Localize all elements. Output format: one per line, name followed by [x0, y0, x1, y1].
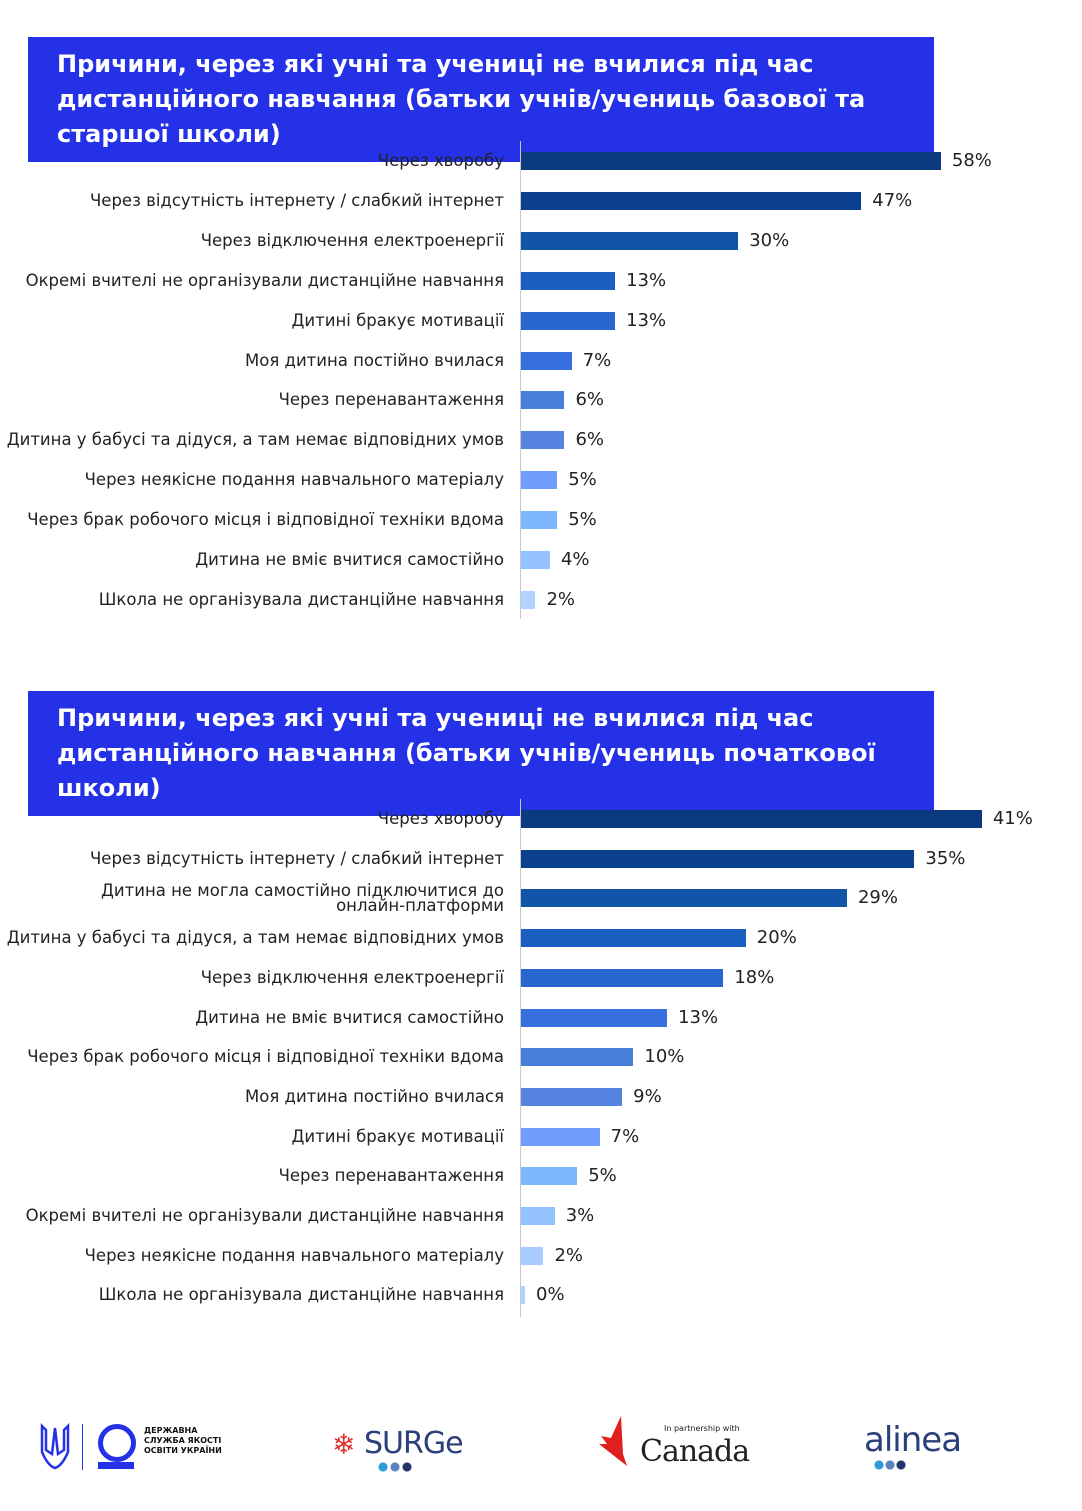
bar: [521, 1008, 668, 1027]
data-label: 0%: [536, 1284, 565, 1306]
trident-icon: [40, 1422, 70, 1470]
category-label: Дитина у бабусі та дідуся, а там немає в…: [6, 430, 504, 450]
data-label: 9%: [633, 1085, 662, 1107]
category-label: Через хворобу: [377, 151, 504, 170]
data-label: 47%: [872, 189, 913, 211]
category-label: Дитині бракує мотивації: [291, 1126, 504, 1146]
data-label: 5%: [588, 1165, 617, 1187]
data-label: 7%: [582, 349, 612, 371]
data-label: 3%: [565, 1205, 595, 1226]
category-label: Дитина не вміє вчитися самостійно: [195, 550, 504, 569]
category-label: Дитина не вміє вчитися самостійно: [195, 1007, 504, 1027]
data-label: 35%: [925, 847, 966, 869]
data-label: 6%: [575, 429, 604, 451]
bar: [521, 551, 550, 569]
bar: [521, 1286, 525, 1305]
category-label: Через відсутність інтернету / слабкий ін…: [90, 848, 504, 868]
bar: [521, 311, 616, 330]
bar: [521, 1127, 600, 1146]
category-label: Через неякісне подання навчального матер…: [84, 1245, 504, 1265]
bar: [521, 1246, 544, 1265]
bar: [521, 431, 565, 450]
data-label: 13%: [678, 1006, 719, 1028]
data-label: 2%: [554, 1244, 584, 1266]
data-label: 18%: [734, 966, 775, 988]
data-label: 5%: [568, 509, 597, 531]
partnership-text: In partnership with: [664, 1424, 740, 1433]
bar: [521, 1167, 578, 1186]
category-label: Через перенавантаження: [278, 1166, 504, 1186]
dsyao-logo-text: ДЕРЖАВНА СЛУЖБА ЯКОСТІ ОСВІТИ УКРАЇНИ: [144, 1426, 222, 1455]
bar: [521, 471, 558, 490]
category-label: Через перенавантаження: [278, 390, 504, 410]
alinea-logo: alinea: [864, 1420, 962, 1460]
category-label: Через брак робочого місця і відповідної …: [27, 510, 504, 530]
bar: [521, 152, 941, 170]
data-label: 10%: [644, 1046, 685, 1068]
data-label: 6%: [575, 389, 604, 411]
chart-1-title: Причини, через які учні та учениці не вч…: [28, 37, 934, 162]
surge-logo: SURGe: [364, 1426, 464, 1461]
category-label: Моя дитина постійно вчилася: [245, 350, 504, 370]
bar: [521, 511, 558, 530]
bar: [521, 1207, 555, 1225]
category-label: Школа не організувала дистанційне навчан…: [98, 589, 504, 609]
bar: [521, 351, 572, 370]
logos: ДЕРЖАВНА СЛУЖБА ЯКОСТІ ОСВІТИ УКРАЇНИ ❄ …: [0, 1410, 1082, 1490]
bar: [521, 231, 739, 250]
maple-leaf-icon: [599, 1416, 627, 1466]
chart-2-title: Причини, через які учні та учениці не вч…: [28, 691, 934, 816]
data-label: 58%: [951, 150, 992, 171]
category-label: Через відключення електроенергії: [200, 230, 504, 250]
category-label: Школа не організувала дистанційне навчан…: [98, 1285, 504, 1305]
bar: [521, 849, 915, 868]
category-label: Через брак робочого місця і відповідної …: [27, 1047, 504, 1067]
category-label: Через відсутність інтернету / слабкий ін…: [90, 190, 504, 210]
data-label: 29%: [857, 887, 898, 909]
data-label: 13%: [626, 309, 667, 331]
category-label: Дитині бракує мотивації: [291, 310, 504, 330]
category-label: Моя дитина постійно вчилася: [245, 1086, 504, 1106]
y-axis-line: [520, 799, 521, 1317]
y-axis-line: [520, 141, 521, 619]
category-label: Окремі вчителі не організували дистанцій…: [25, 270, 504, 290]
bar: [521, 271, 616, 290]
data-label: 41%: [992, 808, 1033, 829]
bar: [521, 968, 724, 987]
bar: [521, 929, 746, 948]
data-label: 5%: [568, 469, 597, 491]
bar: [521, 590, 536, 609]
bar: [521, 1048, 634, 1067]
category-label: Дитина у бабусі та дідуся, а там немає в…: [6, 928, 504, 948]
bar: [521, 191, 862, 210]
data-label: 7%: [610, 1125, 640, 1147]
category-label: Через хворобу: [377, 809, 504, 828]
data-label: 4%: [560, 549, 590, 570]
category-label: Через відключення електроенергії: [200, 967, 504, 987]
bar: [521, 1087, 623, 1106]
data-label: 2%: [546, 588, 576, 610]
bar: [521, 889, 847, 908]
data-label: 20%: [756, 927, 797, 949]
data-label: 13%: [626, 269, 667, 291]
canada-wordmark: Canada: [640, 1434, 750, 1469]
data-label: 30%: [749, 229, 790, 251]
category-label: Дитина не могла самостійно підключитися …: [101, 881, 504, 916]
bar: [521, 810, 982, 828]
category-label: Окремі вчителі не організували дистанцій…: [25, 1206, 504, 1225]
bar: [521, 391, 565, 410]
snowflake-icon: ❄: [332, 1428, 356, 1461]
category-label: Через неякісне подання навчального матер…: [84, 470, 504, 490]
dsyao-logo-icon: [98, 1424, 136, 1462]
